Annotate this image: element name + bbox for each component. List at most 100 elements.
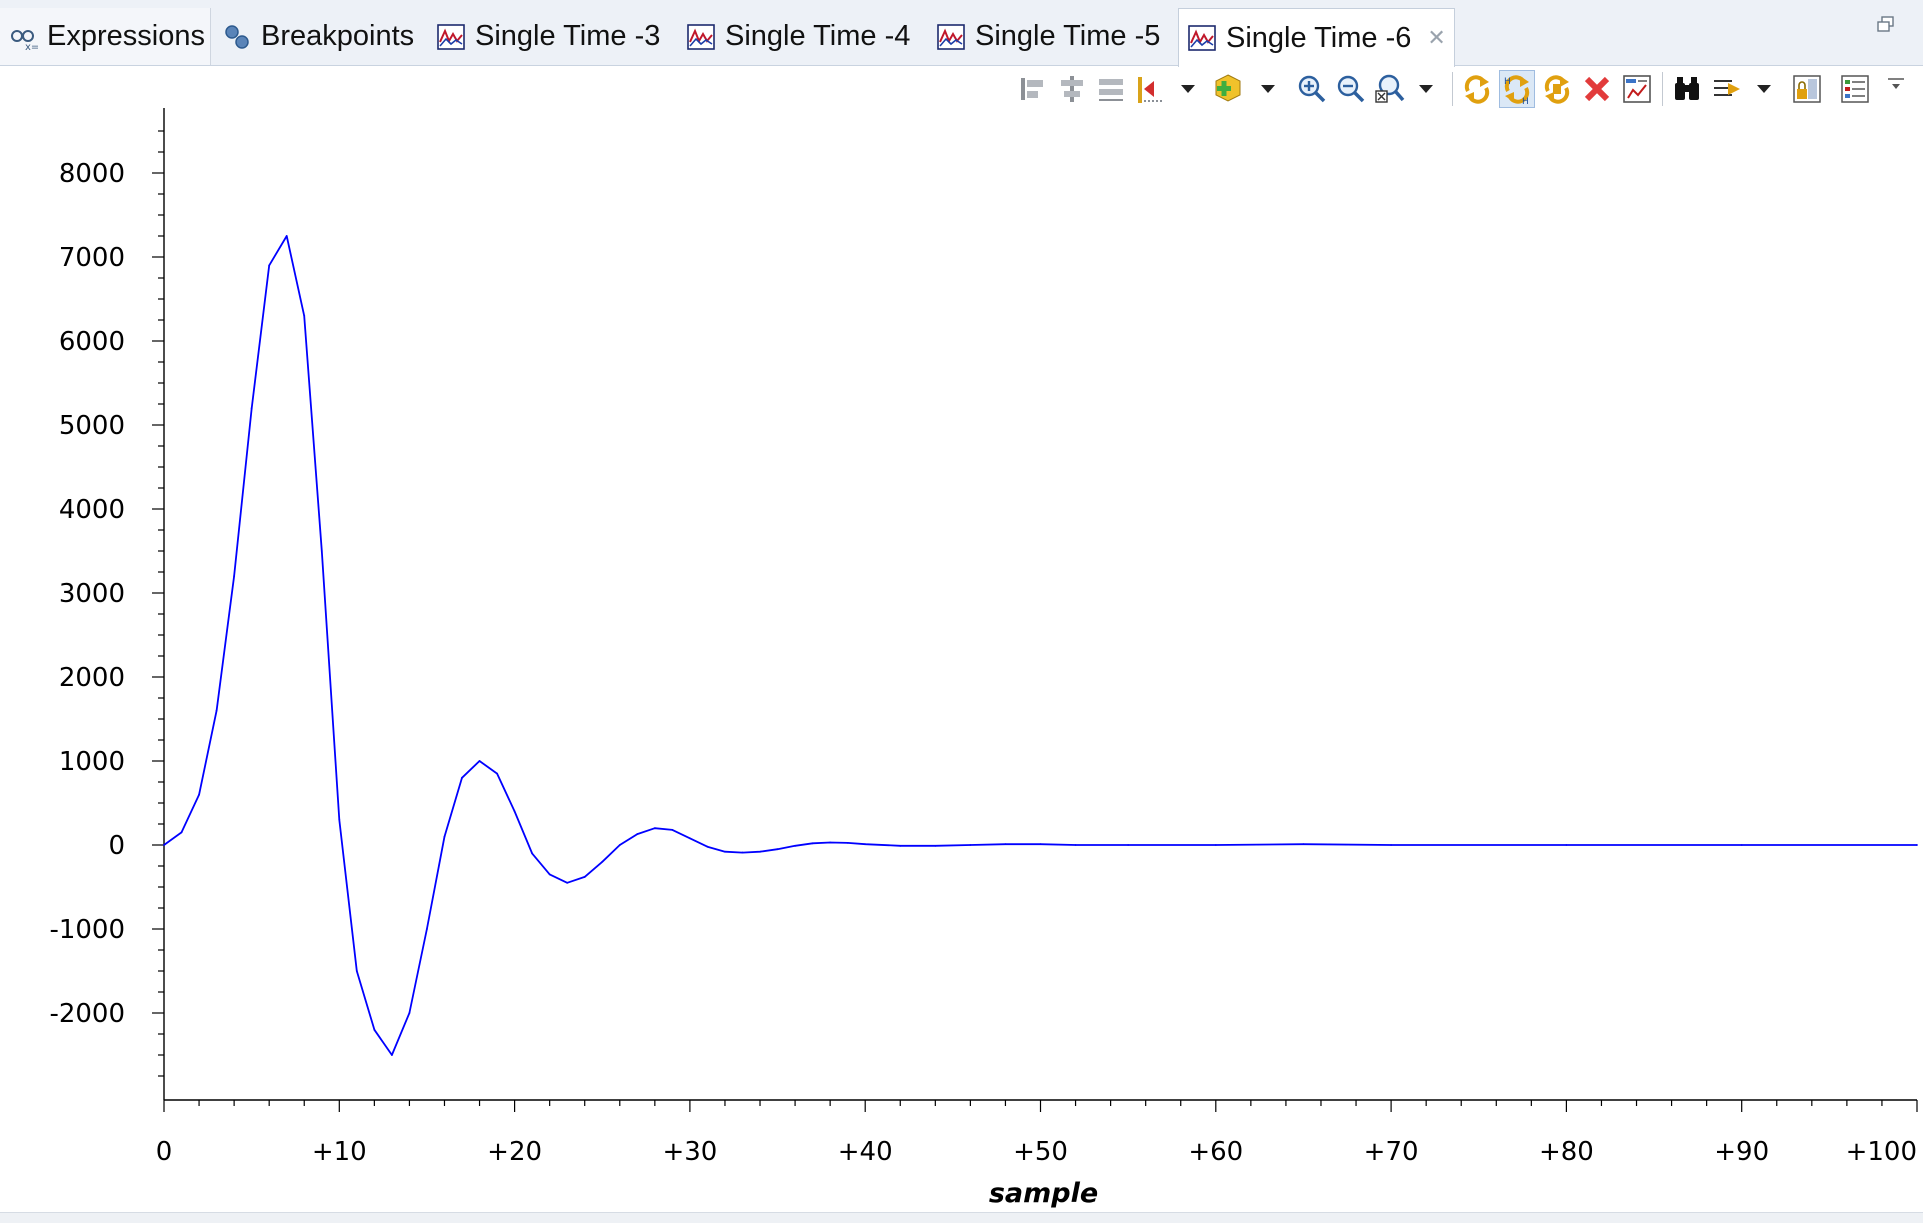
lock-scale-icon[interactable] (1790, 71, 1824, 107)
y-tick-label: 8000 (59, 159, 125, 189)
data-point (566, 881, 569, 884)
data-point (426, 928, 428, 930)
data-point (636, 833, 639, 835)
x-axis: 0 +10 +20 +30 +40 +50 +60 +70 +80 +90 +100 (156, 1099, 1918, 1167)
toolbar-separator (1662, 72, 1663, 106)
view-tab-bar: x= Expressions Breakpoints Single Time -… (0, 0, 1923, 67)
align-left-icon[interactable] (1016, 71, 1050, 107)
y-tick-label: 4000 (59, 495, 125, 525)
data-point (618, 844, 621, 846)
tab-label: Single Time -6 (1226, 21, 1412, 54)
data-point (163, 844, 165, 846)
data-point (776, 848, 779, 851)
data-point (478, 760, 481, 762)
dropdown-arrow-icon[interactable] (1416, 71, 1436, 107)
bottom-border (0, 1212, 1923, 1223)
view-menu-icon[interactable] (1882, 71, 1916, 107)
data-point (724, 850, 726, 853)
data-point (741, 851, 744, 854)
data-point (846, 842, 849, 844)
y-tick-label: -2000 (49, 999, 125, 1029)
tab-single-time-4[interactable]: Single Time -4 (686, 8, 926, 65)
tab-single-time-5[interactable]: Single Time -5 (936, 8, 1176, 65)
data-point (1302, 843, 1305, 846)
svg-text:H: H (1504, 77, 1511, 87)
x-axis-title: sample (989, 1178, 1098, 1209)
zoom-in-icon[interactable] (1295, 71, 1329, 107)
data-point (1127, 844, 1130, 846)
data-point (969, 844, 972, 846)
x-tick-label: +90 (1714, 1137, 1769, 1167)
zoom-fit-icon[interactable] (1373, 71, 1407, 107)
data-point (1390, 844, 1392, 846)
x-tick-label: +10 (312, 1137, 367, 1167)
y-tick-label: 5000 (59, 411, 125, 441)
data-point (794, 844, 796, 847)
data-point (706, 845, 709, 848)
series-layer (163, 235, 1918, 1056)
y-tick-label: 2000 (59, 663, 125, 693)
dropdown-arrow-icon[interactable] (1178, 71, 1198, 107)
data-point (1039, 843, 1042, 846)
remove-icon[interactable] (1580, 71, 1614, 107)
data-point (548, 873, 551, 876)
x-tick-label: +60 (1188, 1137, 1243, 1167)
toolbar-separator (1452, 72, 1453, 106)
graph-icon (1187, 23, 1217, 53)
tab-expressions[interactable]: x= Expressions (0, 8, 211, 65)
tab-breakpoints[interactable]: Breakpoints (222, 8, 427, 65)
find-icon[interactable] (1670, 71, 1704, 107)
dropdown-arrow-icon[interactable] (1258, 71, 1278, 107)
data-point (303, 314, 306, 317)
close-icon[interactable]: ✕ (1427, 25, 1446, 50)
data-point (601, 860, 604, 863)
align-distribute-icon[interactable] (1094, 71, 1128, 107)
display-properties-icon[interactable] (1620, 71, 1654, 107)
align-center-icon[interactable] (1055, 71, 1089, 107)
tab-single-time-3[interactable]: Single Time -3 (436, 8, 676, 65)
data-point (250, 407, 253, 410)
y-tick-label: 6000 (59, 327, 125, 357)
graph-icon (436, 22, 466, 52)
series-line (163, 235, 1917, 1056)
tab-label: Breakpoints (261, 20, 415, 52)
data-point (198, 793, 200, 796)
graph-icon (686, 22, 716, 52)
y-tick-label: 0 (108, 831, 125, 861)
tab-label: Expressions (47, 20, 205, 52)
refresh-icon[interactable] (1460, 71, 1494, 107)
x-tick-label: +80 (1539, 1137, 1594, 1167)
tab-single-time-6[interactable]: Single Time -6 ✕ (1178, 8, 1455, 67)
data-point (320, 550, 323, 552)
x-tick-label: +20 (487, 1137, 542, 1167)
show-legend-icon[interactable] (1838, 71, 1872, 107)
dropdown-arrow-icon[interactable] (1754, 71, 1774, 107)
svg-text:H: H (1522, 97, 1529, 107)
data-point (233, 575, 236, 578)
zoom-out-icon[interactable] (1334, 71, 1368, 107)
add-measurement-icon[interactable] (1212, 71, 1246, 107)
data-point (583, 876, 586, 878)
x-tick-label: +50 (1013, 1137, 1068, 1167)
continuous-refresh-icon[interactable] (1540, 71, 1574, 107)
data-point (1074, 844, 1077, 846)
data-point (443, 835, 446, 838)
export-icon[interactable] (1710, 71, 1744, 107)
expressions-icon: x= (8, 22, 39, 53)
data-point (513, 810, 516, 813)
data-point (531, 852, 534, 855)
data-point (461, 776, 463, 779)
tab-label: Single Time -4 (725, 20, 911, 52)
data-point (215, 709, 218, 712)
reset-marker-icon[interactable] (1132, 71, 1166, 107)
tab-label: Single Time -3 (475, 20, 661, 52)
data-point (355, 970, 358, 972)
breakpoints-icon (222, 22, 252, 52)
data-point (408, 1012, 411, 1014)
y-tick-label: 3000 (59, 579, 125, 609)
data-point (268, 264, 271, 267)
restore-icon[interactable] (1875, 14, 1897, 36)
y-tick-label: -1000 (49, 915, 125, 945)
